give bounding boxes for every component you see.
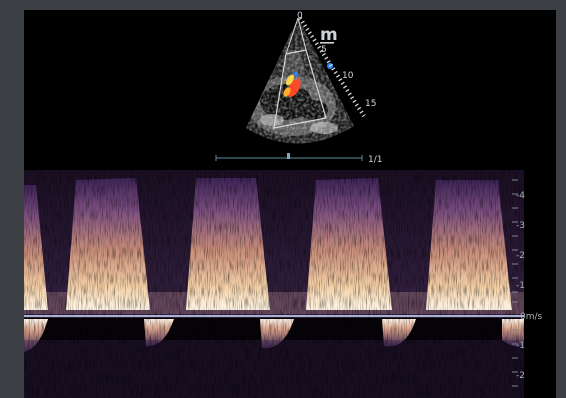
depth-label-0: 0	[297, 11, 303, 21]
velocity-tick-2: -2	[516, 251, 525, 261]
depth-scale: 0 5 10 15	[297, 11, 376, 118]
trackball-marker	[287, 153, 290, 159]
page-bar: 1/1	[215, 153, 382, 165]
velocity-tick-1: -1	[516, 281, 525, 291]
velocity-tick-zero: 0m/s	[520, 312, 543, 322]
depth-label-5: 5	[321, 45, 327, 55]
velocity-tick-3: -3	[516, 221, 525, 231]
spectral-doppler-trace	[24, 170, 524, 398]
depth-label-10: 10	[342, 71, 354, 81]
velocity-tick-neg-2: -2	[516, 371, 525, 381]
velocity-scale: -4 -3 -2 -1 0m/s -1 -2	[512, 179, 543, 387]
velocity-tick-4: -4	[516, 191, 525, 201]
color-flow-jet	[283, 72, 301, 98]
probe-marker-underline	[320, 42, 334, 44]
velocity-tick-neg-1: -1	[516, 341, 525, 351]
depth-label-15: 15	[365, 99, 376, 109]
page-indicator: 1/1	[368, 155, 382, 165]
ultrasound-display: m 0 5 10 15 1/1	[24, 11, 543, 398]
ultrasound-screen: m 0 5 10 15 1/1	[24, 10, 556, 398]
echo-sector-image	[246, 17, 354, 144]
probe-marker: m	[320, 25, 338, 45]
